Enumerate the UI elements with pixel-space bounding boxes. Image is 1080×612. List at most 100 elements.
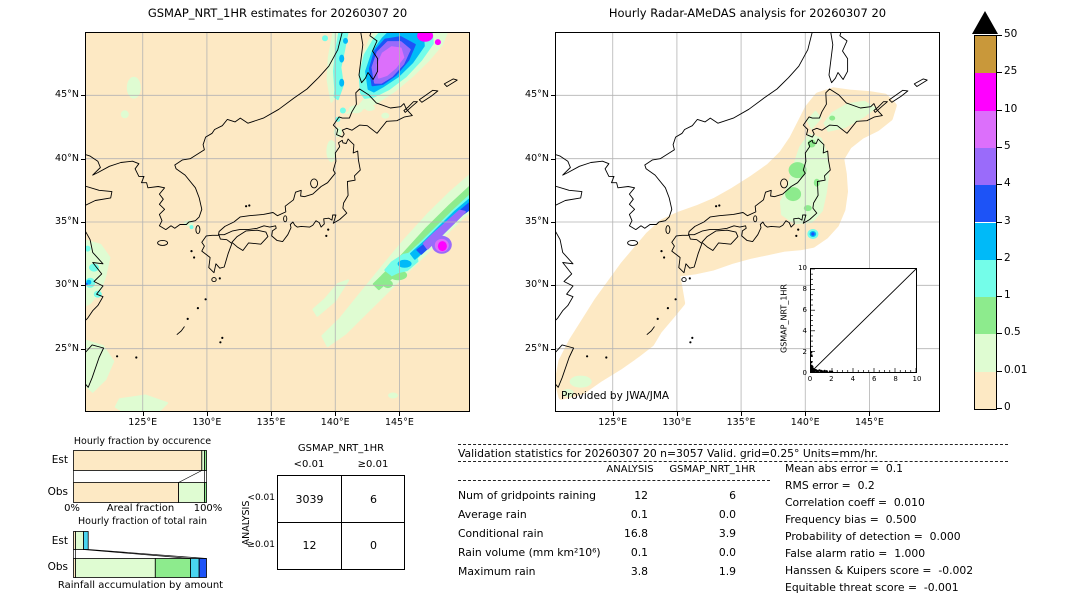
- coastline: [555, 344, 575, 388]
- island-dot: [656, 317, 659, 320]
- island-outline: [211, 277, 217, 283]
- coastline: [85, 344, 105, 388]
- inset-x-tick-label: 10: [912, 375, 922, 383]
- inset-x-tick-label: 0: [807, 375, 813, 383]
- coastline: [555, 229, 574, 322]
- contingency-col-label-ge: ≥0.01: [357, 459, 389, 470]
- bar-segment-obs: [204, 482, 207, 503]
- x-tick-label: 125°E: [128, 417, 158, 428]
- y-tick-mark: [81, 348, 85, 350]
- colorbar-tick-mark: [997, 35, 1002, 36]
- map-border: [555, 32, 940, 412]
- colorbar-tick-mark: [997, 408, 1002, 409]
- precip-contour: [343, 37, 348, 44]
- precip-contour: [326, 140, 337, 163]
- colorbar-overflow-triangle-icon: [972, 11, 998, 34]
- island-dot: [193, 256, 196, 259]
- x-tick-label: 145°E: [854, 417, 884, 428]
- coastline: [555, 32, 813, 231]
- x-tick-label: 140°E: [320, 417, 350, 428]
- inset-y-tick-label: 10: [798, 264, 807, 272]
- inset-x-tick-label: 8: [893, 375, 898, 383]
- validation-stats-title: Validation statistics for 20260307 20 n=…: [458, 447, 878, 460]
- island-dot: [219, 341, 222, 344]
- occurrence-row-label-obs: Obs: [47, 486, 68, 498]
- precip-contour: [85, 239, 111, 307]
- precip-contour: [120, 110, 129, 119]
- y-tick-label: 25°N: [55, 342, 79, 354]
- precip-contour: [339, 54, 345, 63]
- colorbar-segment: [975, 297, 996, 335]
- inset-y-tick-label: 4: [802, 327, 807, 335]
- y-tick-label: 45°N: [55, 89, 79, 101]
- scatter-point: [821, 370, 824, 372]
- stats-value-gsmap: 0.0: [718, 546, 736, 559]
- island-outline: [780, 178, 789, 189]
- inset-y-tick-label: 2: [802, 348, 807, 356]
- y-tick-label: 30°N: [525, 279, 549, 291]
- bar-connector-line: [178, 470, 202, 483]
- precip-contour: [788, 162, 807, 179]
- island-dot: [196, 307, 199, 310]
- y-tick-mark: [81, 285, 85, 287]
- bar-segment-obs: [178, 482, 205, 503]
- x-tick-mark: [335, 412, 337, 416]
- precip-contour: [89, 263, 99, 272]
- precip-contour: [569, 375, 592, 388]
- precip-contour: [437, 241, 447, 252]
- contingency-row-label-ge: ≥0.01: [247, 540, 275, 550]
- y-tick-label: 35°N: [525, 216, 549, 227]
- x-tick-mark: [869, 412, 871, 416]
- inset-x-tick-label: 2: [829, 375, 834, 383]
- bar-connector-line: [83, 549, 191, 559]
- y-tick-mark: [551, 222, 555, 223]
- island-outline: [627, 239, 639, 246]
- precip-contour: [829, 115, 836, 121]
- colorbar-tick-label: 4: [1004, 177, 1011, 190]
- total-rain-chart-title: Hourly fraction of total rain: [78, 516, 207, 527]
- x-tick-mark: [676, 412, 678, 416]
- bar-segment-est: [204, 450, 207, 471]
- island-outline: [310, 178, 319, 189]
- colorbar-segment: [975, 110, 996, 148]
- colorbar-tick-mark: [997, 72, 1002, 74]
- coastline: [802, 88, 883, 138]
- bar-connector-line: [88, 549, 207, 559]
- contingency-cell-miss: 12: [302, 539, 317, 552]
- island-dot: [221, 336, 224, 339]
- island-dot: [663, 256, 666, 259]
- x-tick-mark: [805, 412, 807, 416]
- x-tick-label: 135°E: [256, 417, 286, 428]
- scatter-point: [811, 370, 814, 372]
- contingency-col-label-lt: <0.01: [293, 459, 325, 470]
- stats-row-label: Num of gridpoints raining: [458, 489, 597, 502]
- score-line: RMS error = 0.2: [785, 479, 875, 492]
- occurrence-x-axis-label: Areal fraction: [106, 503, 175, 514]
- map-border: [85, 32, 470, 412]
- coastline: [555, 185, 583, 207]
- precip-contour: [811, 232, 815, 236]
- bar-segment-obs: [75, 558, 156, 578]
- coastline: [201, 234, 233, 274]
- x-tick-mark: [142, 412, 144, 416]
- score-line: Hanssen & Kuipers score = -0.002: [785, 564, 974, 577]
- total-rain-chart: [73, 531, 207, 578]
- y-tick-mark: [551, 285, 555, 287]
- scatter-point: [816, 370, 819, 372]
- coastline: [888, 89, 909, 103]
- colorbar-segment: [975, 185, 996, 223]
- colorbar-tick-label: 10: [1004, 102, 1018, 115]
- precip-contour: [785, 187, 802, 202]
- colorbar-segment: [975, 259, 996, 298]
- precip-contour: [382, 280, 393, 289]
- stats-value-gsmap: 6: [729, 489, 736, 502]
- right-map-title: Hourly Radar-AMeDAS analysis for 2026030…: [608, 6, 887, 20]
- bar-segment-est: [73, 450, 203, 471]
- contingency-cell-false-alarm: 6: [370, 493, 377, 506]
- coastline: [332, 88, 413, 138]
- island-dot: [248, 204, 251, 207]
- precip-contour: [434, 39, 441, 46]
- colorbar-tick-mark: [997, 370, 1002, 372]
- x-tick-mark: [741, 412, 743, 416]
- colorbar-tick-label: 0: [1004, 401, 1011, 413]
